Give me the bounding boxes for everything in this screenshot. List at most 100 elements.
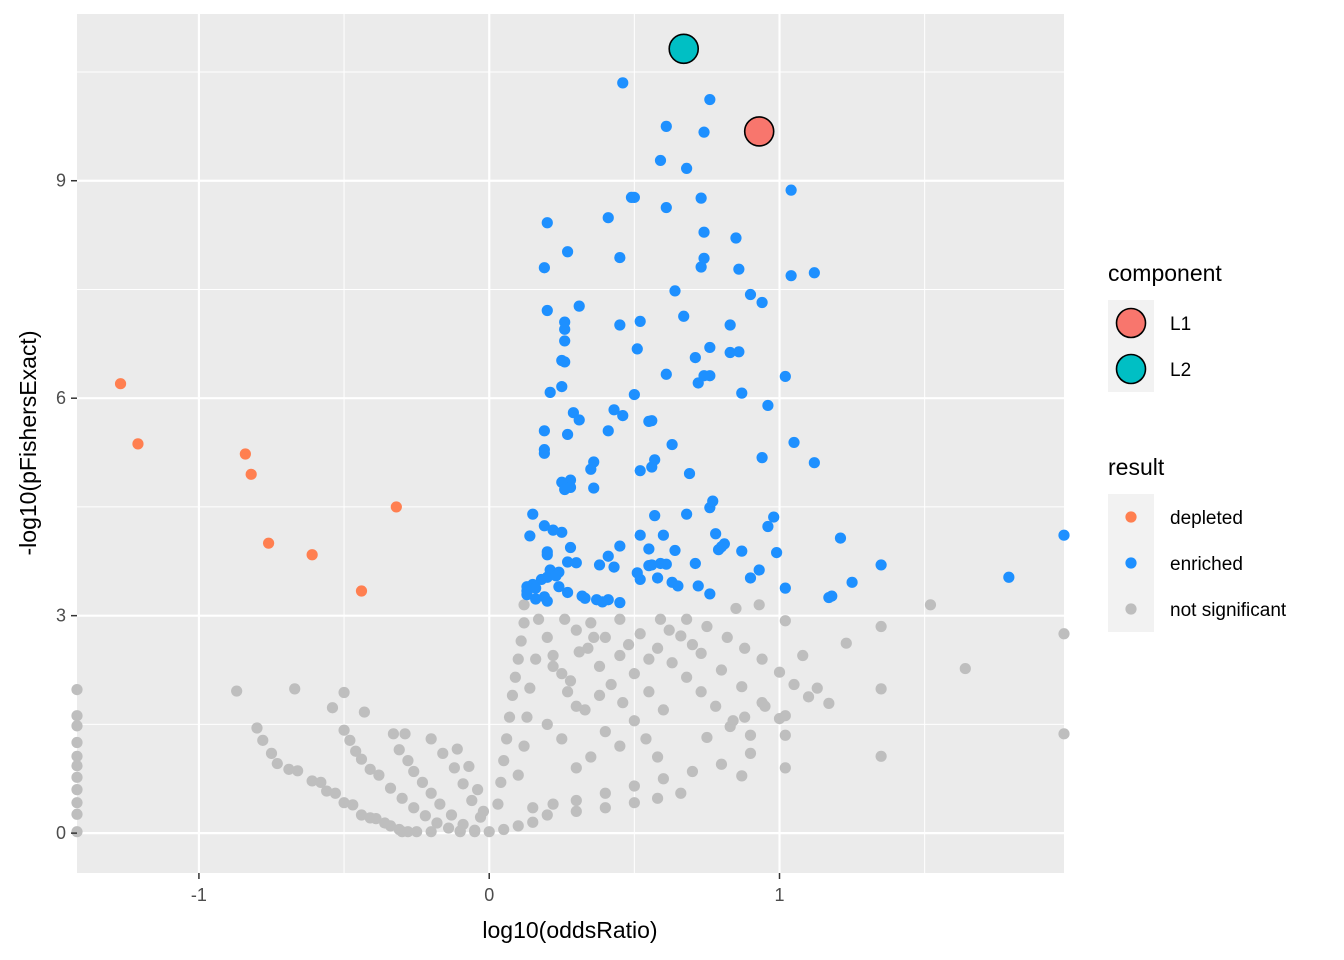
point-enriched (808, 457, 820, 469)
point-not-significant (628, 715, 640, 727)
point-enriched (556, 380, 568, 393)
legend-label-not-significant: not significant (1170, 600, 1287, 621)
point-enriched (602, 550, 614, 562)
point-not-significant (434, 798, 446, 810)
point-not-significant (396, 792, 408, 804)
point-not-significant (402, 755, 414, 767)
point-enriched (875, 559, 887, 571)
point-not-significant (695, 686, 707, 698)
point-enriched (808, 267, 820, 279)
point-enriched (538, 447, 550, 459)
point-enriched (704, 370, 716, 382)
point-not-significant (875, 750, 887, 762)
point-not-significant (355, 753, 368, 765)
point-enriched (547, 524, 559, 536)
point-not-significant (640, 733, 652, 745)
point-not-significant (338, 686, 350, 699)
point-not-significant (654, 613, 667, 625)
point-not-significant (802, 691, 815, 703)
point-not-significant (643, 653, 655, 665)
point-not-significant (370, 813, 382, 825)
point-not-significant (675, 787, 687, 799)
point-depleted (239, 448, 251, 460)
point-enriched (785, 270, 797, 282)
point-enriched (1058, 529, 1070, 541)
point-enriched (779, 582, 791, 594)
point-not-significant (739, 711, 751, 723)
point-enriched (736, 545, 748, 557)
point-depleted (306, 549, 318, 561)
point-not-significant (329, 787, 341, 799)
point-not-significant (71, 720, 83, 732)
point-not-significant (306, 775, 318, 787)
point-enriched (556, 526, 568, 538)
point-enriched (724, 319, 736, 331)
point-enriched (588, 482, 600, 494)
point-not-significant (457, 778, 469, 790)
y-axis-ticks: 0 3 6 9 (56, 171, 77, 843)
point-enriched (657, 529, 669, 541)
point-not-significant (875, 620, 887, 633)
point-enriched (704, 502, 716, 514)
point-enriched (596, 596, 609, 608)
point-enriched (753, 564, 765, 576)
point-not-significant (547, 649, 559, 662)
point-enriched (527, 508, 539, 520)
point-enriched (695, 192, 707, 204)
point-enriched (614, 251, 626, 264)
point-not-significant (634, 628, 646, 640)
point-enriched (608, 561, 620, 573)
legend-key-not-significant (1125, 603, 1137, 615)
point-not-significant (657, 704, 669, 716)
point-not-significant (736, 681, 748, 693)
point-not-significant (495, 776, 507, 788)
point-enriched (643, 415, 655, 427)
point-enriched (614, 319, 626, 331)
point-not-significant (541, 718, 553, 730)
point-not-significant (71, 684, 83, 696)
point-enriched (643, 543, 655, 555)
highlight-point-l1 (743, 116, 775, 147)
point-enriched (524, 530, 536, 542)
point-not-significant (231, 685, 243, 697)
point-enriched (692, 377, 704, 389)
point-not-significant (614, 649, 626, 662)
point-not-significant (411, 826, 423, 838)
point-not-significant (512, 820, 524, 832)
legend-label-l2: L2 (1170, 360, 1191, 381)
point-enriched (704, 341, 716, 354)
point-not-significant (614, 740, 626, 752)
point-enriched (530, 593, 542, 605)
point-not-significant (541, 809, 553, 821)
legend-title-component: component (1108, 260, 1222, 286)
point-not-significant (710, 700, 722, 712)
point-not-significant (347, 799, 359, 811)
point-not-significant (736, 770, 748, 782)
point-enriched (669, 285, 681, 297)
point-not-significant (477, 805, 490, 817)
point-not-significant (686, 765, 699, 778)
point-enriched (541, 217, 553, 229)
point-enriched (654, 154, 667, 167)
point-enriched (564, 481, 577, 493)
point-enriched (689, 352, 701, 364)
point-not-significant (788, 678, 800, 691)
point-enriched (771, 546, 783, 559)
point-enriched (695, 261, 707, 273)
point-not-significant (416, 776, 429, 788)
point-not-significant (739, 642, 751, 654)
x-axis-ticks: -1 0 1 (191, 873, 785, 905)
point-enriched (660, 368, 672, 380)
point-enriched (744, 572, 757, 584)
point-not-significant (779, 762, 791, 774)
point-not-significant (593, 660, 606, 673)
point-not-significant (425, 826, 437, 838)
point-not-significant (561, 686, 574, 698)
point-not-significant (721, 631, 733, 644)
point-not-significant (651, 751, 664, 763)
point-not-significant (593, 689, 606, 702)
point-not-significant (512, 653, 524, 665)
point-depleted (390, 501, 402, 513)
point-not-significant (779, 615, 791, 627)
y-tick-label: 9 (56, 171, 66, 191)
